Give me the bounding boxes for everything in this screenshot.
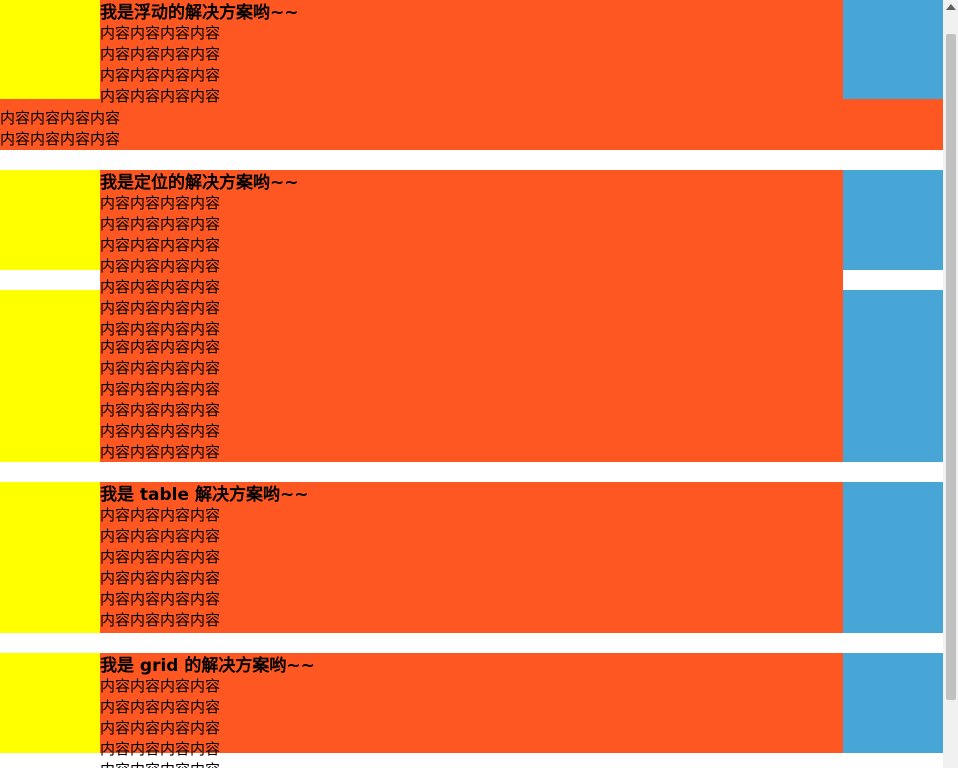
float-line: 内容内容内容内容 xyxy=(100,87,221,105)
grid-left-column xyxy=(0,653,100,753)
float-line: 内容内容内容内容 xyxy=(100,45,221,63)
float-overflow-line: 内容内容内容内容 xyxy=(0,109,121,127)
position-left-column-1 xyxy=(0,170,100,270)
position-line: 内容内容内容内容 xyxy=(100,443,221,461)
table-line: 内容内容内容内容 xyxy=(100,569,221,587)
position-line: 内容内容内容内容 xyxy=(100,422,221,440)
float-center-column xyxy=(100,0,843,99)
position-title: 我是定位的解决方案哟~~ xyxy=(100,173,299,193)
position-center-overflow xyxy=(100,270,843,290)
table-line: 内容内容内容内容 xyxy=(100,548,221,566)
position-right-column-1 xyxy=(843,170,943,270)
float-title: 我是浮动的解决方案哟~~ xyxy=(100,3,299,23)
grid-content: 我是 grid 的解决方案哟~~ 内容内容内容内容 内容内容内容内容 内容内容内… xyxy=(100,655,315,768)
table-left-column xyxy=(0,482,100,633)
position-line: 内容内容内容内容 xyxy=(100,359,221,377)
grid-line: 内容内容内容内容 xyxy=(100,677,221,695)
position-line: 内容内容内容内容 xyxy=(100,320,221,338)
scroll-up-arrow-icon[interactable] xyxy=(946,4,956,10)
float-right-column xyxy=(843,0,943,99)
position-line: 内容内容内容内容 xyxy=(100,215,221,233)
table-title: 我是 table 解决方案哟~~ xyxy=(100,485,309,505)
position-left-column-2 xyxy=(0,290,100,462)
grid-title: 我是 grid 的解决方案哟~~ xyxy=(100,656,315,676)
position-center-column-2 xyxy=(100,290,843,462)
grid-line: 内容内容内容内容 xyxy=(100,760,315,768)
grid-line: 内容内容内容内容 xyxy=(100,719,221,737)
float-line: 内容内容内容内容 xyxy=(100,66,221,84)
table-line: 内容内容内容内容 xyxy=(100,527,221,545)
float-overflow-line: 内容内容内容内容 xyxy=(0,130,121,148)
float-overflow-content: 内容内容内容内容 内容内容内容内容 xyxy=(0,108,120,150)
scrollbar-thumb[interactable] xyxy=(946,34,956,700)
position-right-column-2 xyxy=(843,290,943,462)
float-overflow-band xyxy=(0,99,943,150)
table-line: 内容内容内容内容 xyxy=(100,506,221,524)
grid-line: 内容内容内容内容 xyxy=(100,740,221,758)
float-line: 内容内容内容内容 xyxy=(100,24,221,42)
position-line: 内容内容内容内容 xyxy=(100,257,221,275)
float-left-column xyxy=(0,0,100,99)
grid-right-column xyxy=(843,653,943,753)
position-line: 内容内容内容内容 xyxy=(100,194,221,212)
position-line: 内容内容内容内容 xyxy=(100,380,221,398)
position-content-2: 内容内容内容内容 内容内容内容内容 内容内容内容内容 内容内容内容内容 内容内容… xyxy=(100,337,220,463)
position-content-1: 我是定位的解决方案哟~~ 内容内容内容内容 内容内容内容内容 内容内容内容内容 … xyxy=(100,172,299,340)
grid-line: 内容内容内容内容 xyxy=(100,698,221,716)
table-center-column xyxy=(100,482,843,633)
position-line: 内容内容内容内容 xyxy=(100,338,221,356)
position-line: 内容内容内容内容 xyxy=(100,278,221,296)
table-right-column xyxy=(843,482,943,633)
position-center-column-1 xyxy=(100,170,843,270)
table-line: 内容内容内容内容 xyxy=(100,590,221,608)
float-content: 我是浮动的解决方案哟~~ 内容内容内容内容 内容内容内容内容 内容内容内容内容 … xyxy=(100,2,299,107)
position-line: 内容内容内容内容 xyxy=(100,401,221,419)
grid-center-column xyxy=(100,653,843,753)
table-line: 内容内容内容内容 xyxy=(100,611,221,629)
table-content: 我是 table 解决方案哟~~ 内容内容内容内容 内容内容内容内容 内容内容内… xyxy=(100,484,308,631)
position-line: 内容内容内容内容 xyxy=(100,299,221,317)
position-line: 内容内容内容内容 xyxy=(100,236,221,254)
